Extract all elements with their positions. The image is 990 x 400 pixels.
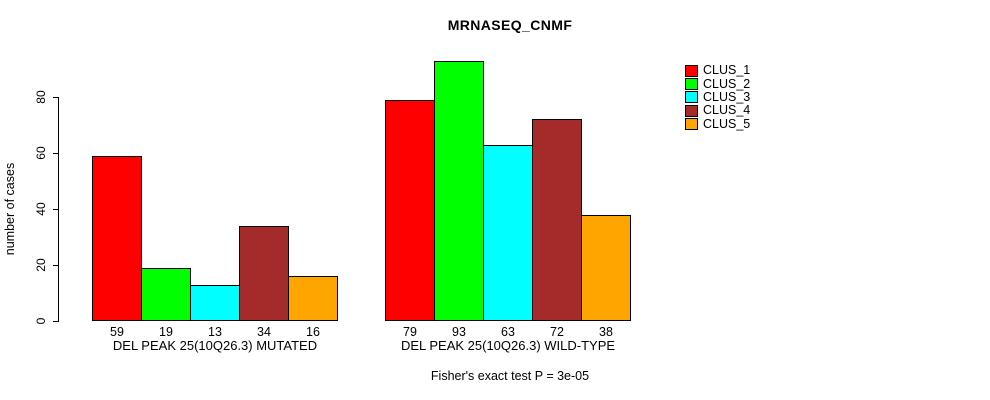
bar-clus_2-group1 bbox=[141, 268, 191, 321]
bar-value-label: 19 bbox=[159, 325, 173, 339]
bar-clus_3-group1 bbox=[190, 285, 240, 321]
bar-clus_1-group2 bbox=[385, 100, 435, 321]
legend-label: CLUS_5 bbox=[703, 116, 751, 131]
legend-item: CLUS_4 bbox=[685, 104, 750, 117]
y-tick-label: 0 bbox=[34, 317, 48, 325]
legend-item: CLUS_5 bbox=[685, 116, 751, 131]
bar-clus_5-group1 bbox=[288, 276, 338, 321]
y-tick-label: 60 bbox=[34, 146, 48, 160]
legend-item: CLUS_2 bbox=[685, 76, 751, 91]
bar-value-label: 16 bbox=[306, 325, 320, 339]
bar-clus_3-group2 bbox=[483, 145, 533, 321]
legend-item: CLUS_3 bbox=[685, 89, 751, 104]
bar-value-label: 59 bbox=[110, 325, 124, 339]
bar-clus_4-group1 bbox=[239, 226, 289, 321]
legend-label: CLUS_2 bbox=[703, 76, 751, 91]
y-tick bbox=[53, 209, 58, 210]
y-axis-line bbox=[58, 97, 59, 322]
bar-value-label: 63 bbox=[501, 325, 515, 339]
bar-clus_2-group2 bbox=[434, 61, 484, 321]
legend-swatch-clus_2 bbox=[685, 78, 698, 91]
group-label: DEL PEAK 25(10Q26.3) MUTATED bbox=[112, 338, 318, 353]
chart-title: MRNASEQ_CNMF bbox=[447, 17, 573, 33]
y-tick bbox=[53, 153, 58, 154]
legend-label: CLUS_4 bbox=[703, 103, 751, 118]
bar-value-label: 13 bbox=[208, 325, 222, 339]
bar-value-label: 34 bbox=[257, 325, 271, 339]
bar-value-label: 38 bbox=[599, 325, 613, 339]
y-tick-label: 40 bbox=[34, 202, 48, 216]
legend-label: CLUS_1 bbox=[703, 63, 751, 78]
legend-swatch-clus_5 bbox=[685, 118, 698, 131]
y-axis-label: number of cases bbox=[3, 162, 17, 256]
legend-swatch-clus_4 bbox=[685, 104, 698, 117]
legend: CLUS_1 CLUS_2 CLUS_3 CLUS_4 CLUS_5 bbox=[685, 64, 750, 131]
y-tick-label: 20 bbox=[34, 258, 48, 272]
bar-value-label: 93 bbox=[452, 325, 466, 339]
bar-clus_1-group1 bbox=[92, 156, 142, 321]
legend-label: CLUS_3 bbox=[703, 89, 751, 104]
group-label: DEL PEAK 25(10Q26.3) WILD-TYPE bbox=[400, 338, 616, 353]
bar-value-label: 79 bbox=[403, 325, 417, 339]
legend-swatch-clus_3 bbox=[685, 91, 698, 104]
y-tick bbox=[53, 265, 58, 266]
legend-swatch-clus_1 bbox=[685, 64, 698, 77]
bar-clus_5-group2 bbox=[581, 215, 631, 321]
y-tick bbox=[53, 97, 58, 98]
y-tick bbox=[53, 321, 58, 322]
fisher-test-annotation: Fisher's exact test P = 3e-05 bbox=[430, 369, 590, 383]
legend-item: CLUS_1 bbox=[685, 64, 750, 77]
bar-value-label: 72 bbox=[550, 325, 564, 339]
y-tick-label: 80 bbox=[34, 90, 48, 104]
bar-clus_4-group2 bbox=[532, 119, 582, 321]
